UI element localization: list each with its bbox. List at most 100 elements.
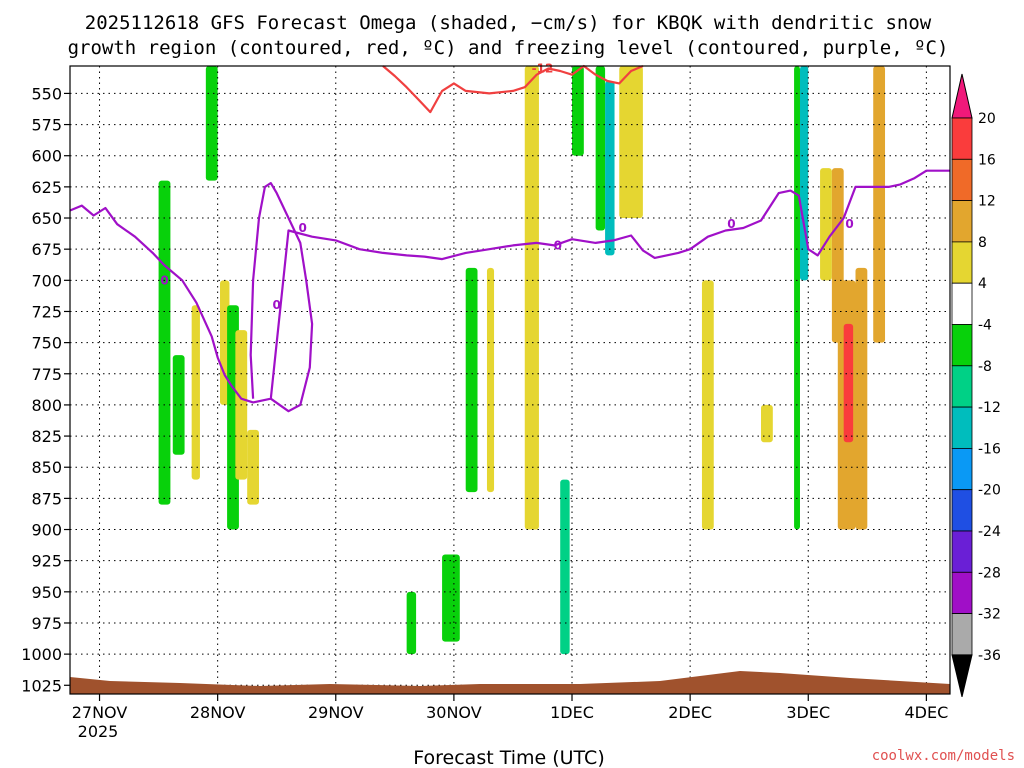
y-tick-label-8: 750: [31, 334, 62, 353]
ground-terrain: [70, 671, 950, 694]
colorbar-swatch-10: [951, 530, 973, 573]
plot-area: [70, 66, 950, 694]
colorbar-swatch-4: [951, 282, 973, 325]
colorbar-swatch-7: [951, 406, 973, 449]
freezing-level-contour: [69, 169, 950, 404]
omega-cell-20: [794, 66, 800, 530]
x-axis: 27NOV 28NOV 29NOV 30NOV 1DEC 2DEC 3DEC 4DEC: [72, 694, 948, 722]
x-tick-label-1: 28NOV: [190, 703, 246, 722]
colorbar-label-2: 12: [978, 194, 996, 210]
colorbar-swatch-5: [951, 324, 973, 367]
omega-cell-26: [855, 267, 868, 530]
y-tick-label-11: 825: [31, 427, 62, 446]
y-tick-label-14: 900: [31, 521, 62, 540]
omega-cell-25: [843, 323, 854, 443]
y-tick-label-12: 850: [31, 458, 62, 477]
y-tick-label-7: 725: [31, 302, 62, 321]
omega-cell-2: [172, 355, 185, 455]
omega-cell-22: [820, 168, 832, 281]
colorbar-label-13: -36: [978, 648, 1001, 664]
colorbar-label-4: 4: [978, 276, 987, 292]
y-tick-label-13: 875: [31, 489, 62, 508]
chart-title-line-2: growth region (contoured, red, ºC) and f…: [68, 37, 949, 59]
credit-text: coolwx.com/models: [872, 748, 1015, 764]
colorbar-swatch-12: [951, 613, 973, 656]
x-tick-label-6: 3DEC: [786, 703, 830, 722]
colorbar-label-8: -16: [978, 441, 1001, 457]
y-tick-label-4: 650: [31, 209, 62, 228]
y-axis: 550 575 600 625 650 675 700 725 750 775 800 825 850 8…: [21, 84, 70, 695]
y-tick-label-0: 550: [31, 84, 62, 103]
freezing-label-5: 0: [845, 217, 853, 231]
freezing-label-2: 0: [299, 221, 307, 235]
omega-cell-11: [486, 267, 495, 493]
omega-cell-10: [465, 267, 478, 493]
y-tick-label-9: 775: [31, 365, 62, 384]
omega-cell-14: [572, 66, 584, 156]
x-tick-label-0: 27NOV: [72, 703, 128, 722]
colorbar: 20 16 12 8 4 -4 -8 -12 -16 -20 -24 -28 -32 -36: [951, 73, 1001, 698]
freezing-label-1: 0: [273, 298, 281, 312]
omega-cell-15: [595, 66, 606, 231]
omega-cell-27: [873, 66, 886, 343]
x-tick-label-7: 4DEC: [904, 703, 948, 722]
colorbar-swatch-8: [951, 447, 973, 491]
colorbar-label-12: -32: [978, 607, 1001, 623]
omega-cell-13: [560, 479, 570, 655]
x-axis-year: 2025: [78, 722, 119, 741]
x-axis-label: Forecast Time (UTC): [413, 747, 604, 768]
y-tick-label-3: 625: [31, 178, 62, 197]
colorbar-swatch-11: [951, 571, 973, 614]
contours: 0 0 0 0 0 0 -12: [69, 61, 950, 413]
omega-cell-21: [799, 66, 809, 281]
colorbar-label-6: -8: [978, 359, 992, 375]
y-tick-label-5: 675: [31, 240, 62, 259]
colorbar-label-10: -24: [978, 524, 1001, 540]
omega-cell-3: [191, 305, 200, 480]
colorbar-swatch-3: [951, 241, 973, 284]
y-tick-label-18: 1000: [21, 645, 62, 664]
colorbar-label-0: 20: [978, 111, 996, 127]
omega-cell-16: [605, 80, 615, 256]
y-tick-label-15: 925: [31, 552, 62, 571]
x-tick-label-4: 1DEC: [550, 703, 594, 722]
freezing-label-4: 0: [727, 217, 735, 231]
y-tick-label-16: 950: [31, 583, 62, 602]
grid: [70, 66, 950, 694]
omega-cell-7: [247, 429, 259, 505]
colorbar-label-1: 16: [978, 152, 996, 168]
colorbar-swatch-0: [951, 117, 973, 160]
y-tick-label-19: 1025: [21, 676, 62, 695]
freezing-label-3: 0: [554, 238, 562, 252]
colorbar-swatch-2: [951, 200, 973, 243]
colorbar-swatch-9: [951, 489, 973, 532]
omega-cell-19: [761, 404, 773, 443]
colorbar-label-11: -28: [978, 565, 1001, 581]
freezing-level-contour-loop: [249, 182, 314, 413]
y-tick-label-10: 800: [31, 396, 62, 415]
x-tick-label-5: 2DEC: [668, 703, 712, 722]
omega-cell-12: [524, 66, 539, 530]
y-tick-label-2: 600: [31, 147, 62, 166]
y-tick-label-1: 575: [31, 116, 62, 135]
colorbar-swatch-1: [951, 158, 973, 202]
colorbar-label-5: -4: [978, 318, 992, 334]
omega-cell-17: [619, 66, 643, 219]
y-tick-label-6: 700: [31, 271, 62, 290]
y-tick-label-17: 975: [31, 614, 62, 633]
colorbar-label-3: 8: [978, 235, 987, 251]
colorbar-label-9: -20: [978, 483, 1001, 499]
omega-cell-18: [701, 280, 714, 530]
dendritic-zone-contour: [382, 64, 644, 114]
x-tick-label-3: 30NOV: [426, 703, 482, 722]
dendritic-label: -12: [532, 61, 554, 75]
plot-frame: [69, 65, 951, 695]
colorbar-bottom-arrow: [951, 654, 973, 698]
x-tick-label-2: 29NOV: [308, 703, 364, 722]
freezing-label-0: 0: [160, 273, 168, 287]
colorbar-label-7: -12: [978, 400, 1001, 416]
colorbar-top-arrow: [951, 73, 973, 119]
omega-cell-9: [442, 554, 460, 642]
omega-cell-0: [205, 66, 218, 181]
